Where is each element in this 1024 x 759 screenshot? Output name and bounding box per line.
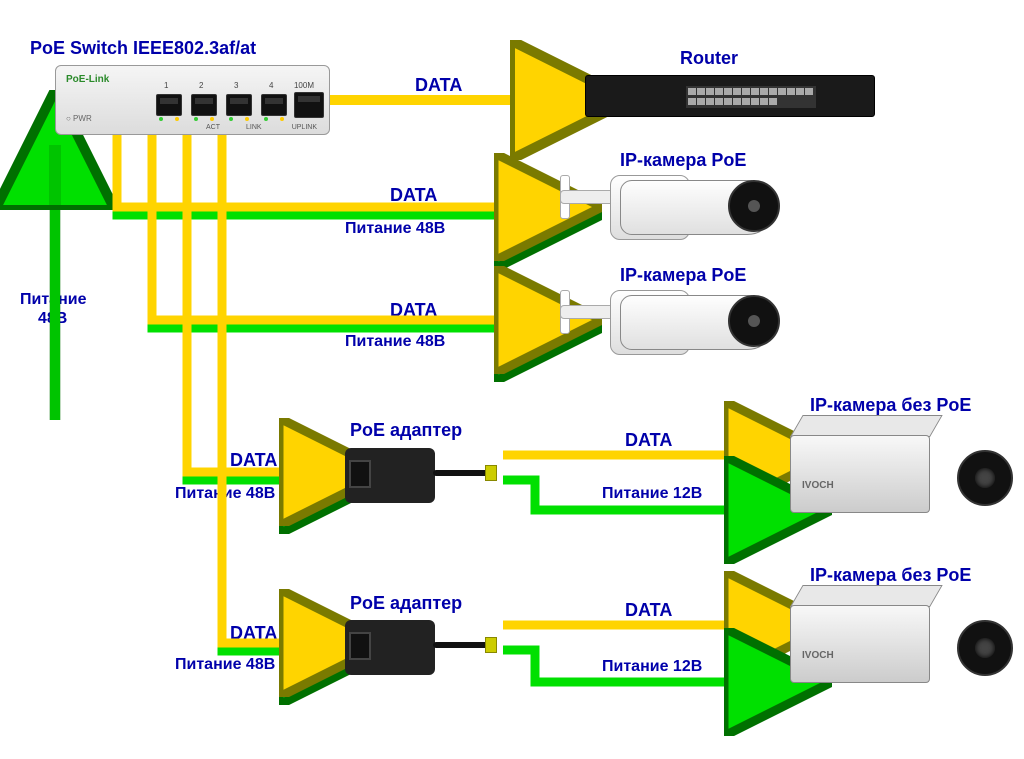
switch-title: PoE Switch IEEE802.3af/at [30, 38, 256, 59]
ip-camera-nopoe-1: IVOCH [790, 415, 985, 525]
port-num-4: 4 [269, 81, 273, 90]
data-label-cam2: DATA [390, 300, 437, 321]
port-num-2: 2 [199, 81, 203, 90]
power48-ad2: Питание 48В [175, 656, 275, 674]
boxcam2-label: IP-камера без PoE [810, 565, 971, 586]
switch-port-3 [226, 94, 252, 116]
poe-adapter-2 [345, 610, 500, 685]
power48-side-1: Питание [20, 291, 86, 309]
boxcam1-label: IP-камера без PoE [810, 395, 971, 416]
power12-box2: Питание 12В [602, 658, 702, 676]
switch-link-label: LINK [246, 124, 262, 131]
data-label-cam1: DATA [390, 185, 437, 206]
switch-pwr-led: ○ PWR [66, 114, 92, 123]
ip-camera-poe-2 [560, 275, 790, 375]
power48-side-2: 48В [38, 310, 67, 328]
port-num-1: 1 [164, 81, 168, 90]
switch-act-label: ACT [206, 124, 220, 131]
switch-uplink-label: UPLINK [292, 124, 317, 131]
router-device [585, 75, 875, 117]
data-label-ad1: DATA [230, 450, 277, 471]
data-label-box1: DATA [625, 430, 672, 451]
ip-camera-poe-1 [560, 160, 790, 260]
switch-brand-text: PoE-Link [66, 74, 109, 85]
poe-switch-device: PoE-Link ○ PWR 1 2 3 4 100M ACT LINK UPL… [55, 65, 330, 135]
switch-port-2 [191, 94, 217, 116]
port-num-3: 3 [234, 81, 238, 90]
data-label-box2: DATA [625, 600, 672, 621]
power12-box1: Питание 12В [602, 485, 702, 503]
router-label: Router [680, 48, 738, 69]
power48-cam2: Питание 48В [345, 333, 445, 351]
power48-cam1: Питание 48В [345, 220, 445, 238]
switch-uplink-port [294, 92, 324, 118]
switch-port-4 [261, 94, 287, 116]
switch-port-1 [156, 94, 182, 116]
data-label-uplink: DATA [415, 75, 462, 96]
data-label-ad2: DATA [230, 623, 277, 644]
ip-camera-nopoe-2: IVOCH [790, 585, 985, 695]
power48-ad1: Питание 48В [175, 485, 275, 503]
poe-adapter-1 [345, 438, 500, 513]
switch-speed-label: 100M [294, 81, 314, 90]
